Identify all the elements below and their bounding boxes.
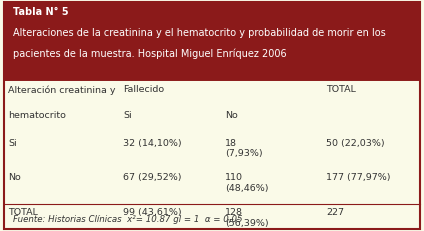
- Text: Fallecido: Fallecido: [123, 85, 164, 94]
- Text: 18
(7,93%): 18 (7,93%): [225, 139, 262, 158]
- Text: pacientes de la muestra. Hospital Miguel Enríquez 2006: pacientes de la muestra. Hospital Miguel…: [13, 49, 286, 59]
- Text: Si: Si: [8, 139, 17, 148]
- Text: hematocrito: hematocrito: [8, 111, 66, 120]
- Text: Fuente: Historias Clínicas  x²= 10.87 gl = 1  α = 0,05: Fuente: Historias Clínicas x²= 10.87 gl …: [13, 215, 242, 224]
- Text: TOTAL: TOTAL: [326, 85, 356, 94]
- Text: Alteraciones de la creatinina y el hematocrito y probabilidad de morir en los: Alteraciones de la creatinina y el hemat…: [13, 28, 385, 38]
- Text: TOTAL: TOTAL: [8, 208, 38, 217]
- Text: 110
(48,46%): 110 (48,46%): [225, 173, 268, 193]
- Text: Alteración creatinina y: Alteración creatinina y: [8, 85, 116, 95]
- Text: 128
(56,39%): 128 (56,39%): [225, 208, 268, 228]
- Text: 67 (29,52%): 67 (29,52%): [123, 173, 181, 182]
- Text: 50 (22,03%): 50 (22,03%): [326, 139, 385, 148]
- Text: 99 (43,61%): 99 (43,61%): [123, 208, 181, 217]
- Text: 32 (14,10%): 32 (14,10%): [123, 139, 181, 148]
- Text: No: No: [225, 111, 237, 120]
- Text: 227: 227: [326, 208, 344, 217]
- Text: Si: Si: [123, 111, 131, 120]
- Text: Tabla N° 5: Tabla N° 5: [13, 7, 68, 17]
- Text: 177 (77,97%): 177 (77,97%): [326, 173, 391, 182]
- Bar: [4, 2, 420, 80]
- Text: No: No: [8, 173, 21, 182]
